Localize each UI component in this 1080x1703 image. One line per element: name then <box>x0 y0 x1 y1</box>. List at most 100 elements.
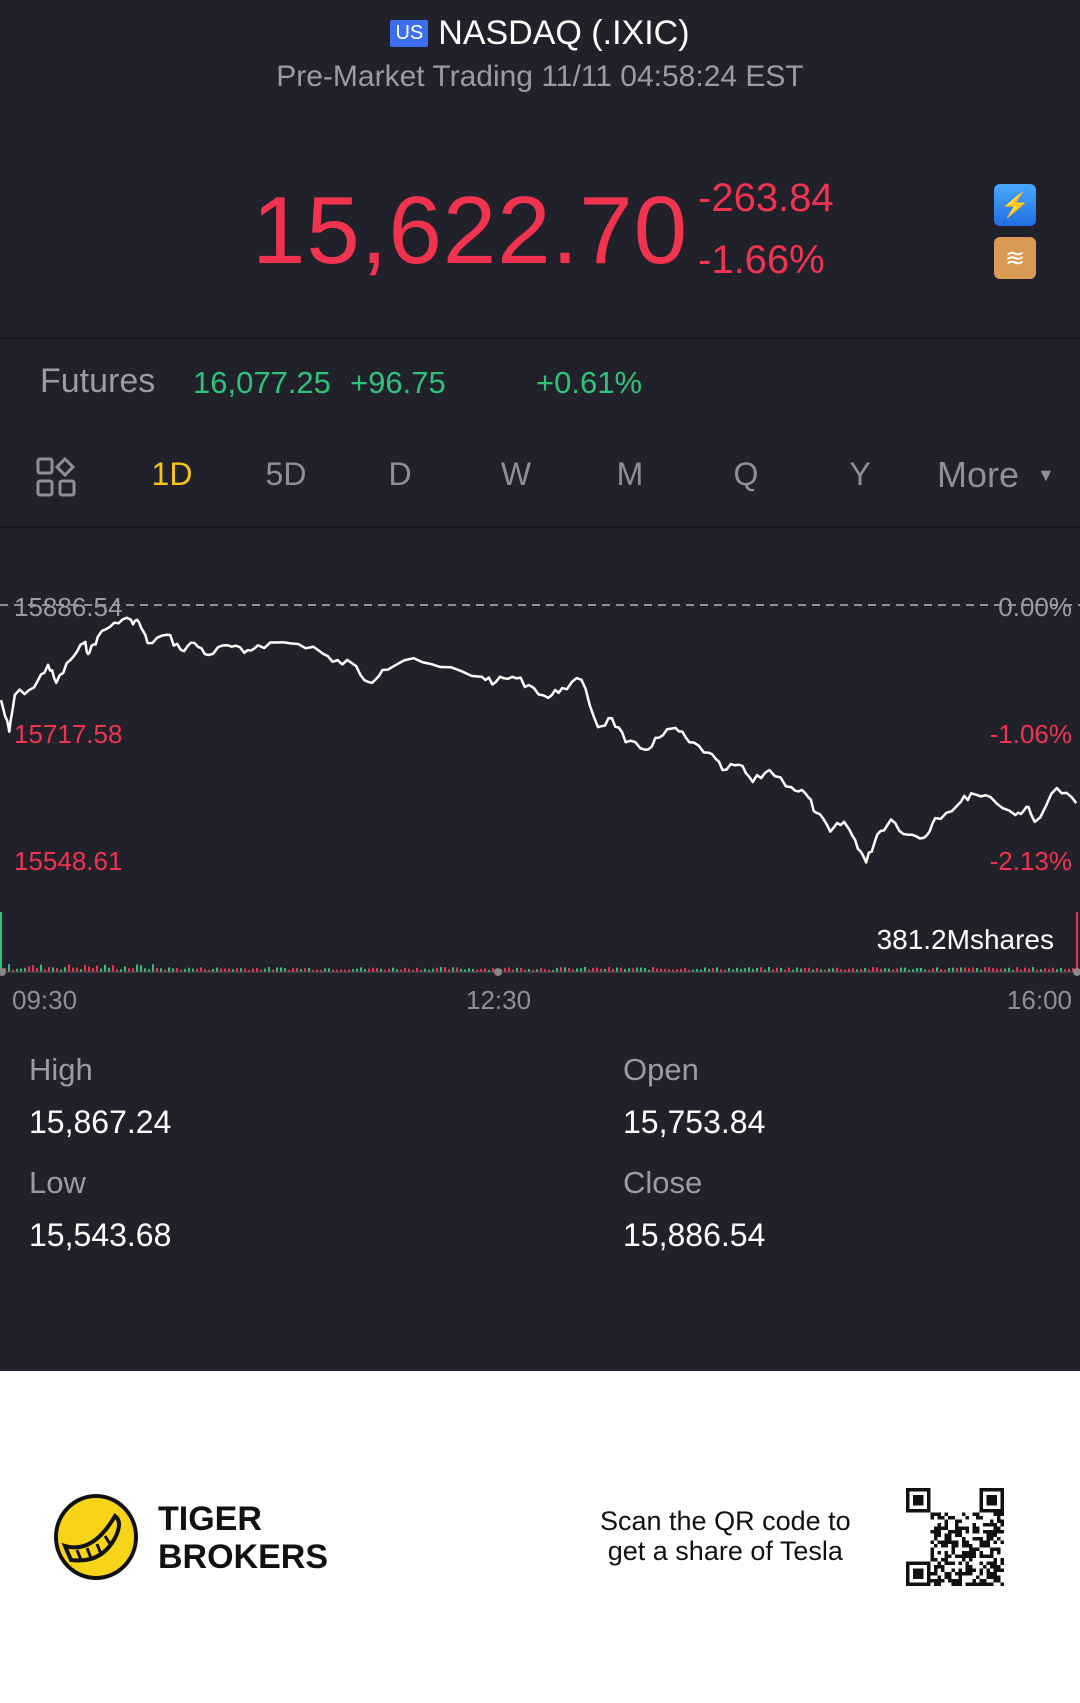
qr-module <box>972 1547 976 1551</box>
volume-bar <box>912 969 914 972</box>
qr-module <box>955 1526 959 1530</box>
volume-bar <box>924 969 926 972</box>
volume-bar <box>384 969 386 972</box>
volume-bar <box>832 968 834 972</box>
volume-bar <box>844 969 846 972</box>
volume-bar <box>332 969 334 972</box>
qr-module <box>948 1516 952 1520</box>
volume-bar <box>444 967 446 972</box>
qr-module <box>965 1582 969 1586</box>
volume-bar <box>592 967 594 972</box>
qr-module <box>937 1575 941 1579</box>
volume-bar <box>472 968 474 972</box>
volume-bar <box>664 968 666 972</box>
volume-bar <box>136 964 138 972</box>
qr-module <box>962 1554 966 1558</box>
volume-bar <box>128 968 130 972</box>
volume-bar <box>92 967 94 972</box>
volume-bar <box>108 967 110 972</box>
qr-module <box>951 1568 955 1572</box>
volume-bar <box>416 967 418 972</box>
tab-y[interactable]: Y <box>849 456 871 492</box>
qr-module <box>930 1551 934 1555</box>
tab-w[interactable]: W <box>500 456 532 492</box>
qr-module <box>972 1523 976 1527</box>
qr-module <box>986 1572 990 1576</box>
qr-module <box>958 1575 962 1579</box>
stat-label: Open <box>623 1052 699 1087</box>
volume-bar <box>1052 967 1054 972</box>
volume-bar <box>848 968 850 972</box>
qr-module <box>962 1537 966 1541</box>
qr-module <box>930 1558 934 1562</box>
qr-module <box>990 1537 994 1541</box>
index-name: NASDAQ (.IXIC) <box>438 14 690 52</box>
volume-bar <box>936 967 938 972</box>
volume-bar <box>156 967 158 972</box>
intraday-chart[interactable] <box>0 530 1080 990</box>
volume-bar <box>0 912 2 972</box>
qr-module <box>951 1561 955 1565</box>
qr-module <box>944 1544 948 1548</box>
qr-module <box>965 1516 969 1520</box>
futures-change-pct: +0.61% <box>536 365 643 400</box>
tab-m[interactable]: M <box>616 456 644 492</box>
volume-bar <box>540 968 542 972</box>
qr-module <box>944 1512 948 1516</box>
qr-module <box>937 1516 941 1520</box>
volume-bar <box>72 967 74 972</box>
volume-bar <box>464 969 466 972</box>
qr-module <box>990 1565 994 1569</box>
volume-bar <box>64 967 66 972</box>
volume-bar <box>896 968 898 972</box>
layers-a-icon[interactable]: ≋ <box>994 237 1036 279</box>
tab-5d[interactable]: 5D <box>265 456 307 492</box>
volume-bar <box>520 968 522 972</box>
tab-1d[interactable]: 1D <box>151 456 193 492</box>
volume-bar <box>972 967 974 972</box>
qr-module <box>955 1579 959 1583</box>
qr-module <box>937 1526 941 1530</box>
volume-bar <box>996 968 998 972</box>
tab-q[interactable]: Q <box>733 456 759 492</box>
us-market-badge: US <box>390 20 429 47</box>
qr-code[interactable] <box>906 1488 1004 1586</box>
futures-label: Futures <box>40 362 156 400</box>
qr-module <box>997 1519 1001 1523</box>
tab-d[interactable]: D <box>388 456 412 492</box>
qr-module <box>979 1579 983 1583</box>
qr-module <box>944 1526 948 1530</box>
volume-bar <box>240 968 242 972</box>
volume-bar <box>104 964 106 972</box>
volume-bar <box>56 968 58 972</box>
qr-module <box>969 1547 973 1551</box>
volume-bar <box>404 967 406 972</box>
volume-bar <box>452 967 454 972</box>
qr-module <box>993 1565 997 1569</box>
volume-bar <box>112 965 114 972</box>
volume-bar <box>48 967 50 972</box>
grid-layout-icon[interactable] <box>36 456 76 497</box>
qr-module <box>976 1512 980 1516</box>
volume-bar <box>616 967 618 972</box>
volume-bar <box>856 969 858 972</box>
volume-bar <box>320 969 322 972</box>
volume-bar <box>20 968 22 972</box>
qr-module <box>979 1516 983 1520</box>
qr-module <box>965 1572 969 1576</box>
qr-module <box>962 1572 966 1576</box>
volume-bar <box>400 969 402 972</box>
qr-module <box>997 1575 1001 1579</box>
volume-bar <box>736 967 738 972</box>
qr-module <box>948 1540 952 1544</box>
volume-bar <box>40 964 42 972</box>
qr-module <box>969 1582 973 1586</box>
volume-bar <box>828 968 830 972</box>
y-label-right: -2.13% <box>989 846 1072 876</box>
volume-bar <box>428 969 430 972</box>
flash-trade-icon[interactable]: ⚡ <box>994 184 1036 226</box>
y-label-left: 15886.54 <box>14 592 123 622</box>
more-periods-dropdown[interactable]: More ▼ <box>937 454 1055 496</box>
qr-module <box>965 1568 969 1572</box>
volume-bar <box>620 967 622 972</box>
